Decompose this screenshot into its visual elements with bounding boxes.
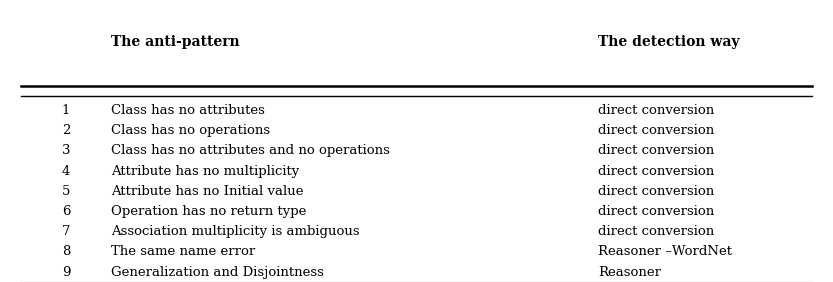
Text: Reasoner: Reasoner — [598, 266, 661, 279]
Text: Association multiplicity is ambiguous: Association multiplicity is ambiguous — [112, 225, 360, 238]
Text: Reasoner –WordNet: Reasoner –WordNet — [598, 245, 732, 259]
Text: direct conversion: direct conversion — [598, 144, 714, 157]
Text: direct conversion: direct conversion — [598, 185, 714, 198]
Text: 8: 8 — [62, 245, 70, 259]
Text: Attribute has no multiplicity: Attribute has no multiplicity — [112, 165, 300, 178]
Text: direct conversion: direct conversion — [598, 124, 714, 137]
Text: 7: 7 — [62, 225, 70, 238]
Text: direct conversion: direct conversion — [598, 225, 714, 238]
Text: The same name error: The same name error — [112, 245, 256, 259]
Text: direct conversion: direct conversion — [598, 104, 714, 117]
Text: Operation has no return type: Operation has no return type — [112, 205, 307, 218]
Text: 2: 2 — [62, 124, 70, 137]
Text: Class has no attributes: Class has no attributes — [112, 104, 265, 117]
Text: direct conversion: direct conversion — [598, 205, 714, 218]
Text: 9: 9 — [62, 266, 70, 279]
Text: 3: 3 — [62, 144, 70, 157]
Text: Generalization and Disjointness: Generalization and Disjointness — [112, 266, 324, 279]
Text: direct conversion: direct conversion — [598, 165, 714, 178]
Text: 4: 4 — [62, 165, 70, 178]
Text: 5: 5 — [62, 185, 70, 198]
Text: Class has no attributes and no operations: Class has no attributes and no operation… — [112, 144, 390, 157]
Text: Attribute has no Initial value: Attribute has no Initial value — [112, 185, 304, 198]
Text: 6: 6 — [62, 205, 70, 218]
Text: The anti-pattern: The anti-pattern — [112, 35, 240, 49]
Text: 1: 1 — [62, 104, 70, 117]
Text: The detection way: The detection way — [598, 35, 740, 49]
Text: Class has no operations: Class has no operations — [112, 124, 271, 137]
